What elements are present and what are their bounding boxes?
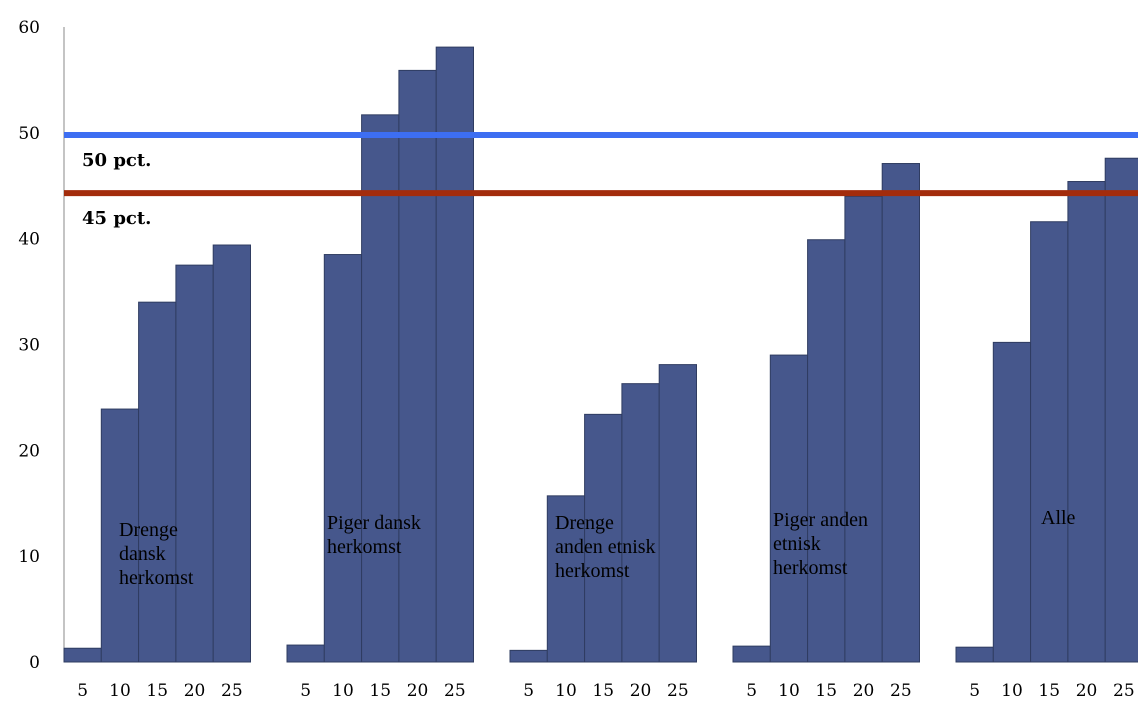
bar bbox=[955, 646, 994, 663]
y-axis-ticks: 0 10 20 30 40 50 60 bbox=[18, 18, 40, 673]
x-tick-label: 15 bbox=[592, 681, 614, 701]
group-label-line: Drenge bbox=[555, 512, 614, 534]
x-tick-label: 25 bbox=[667, 681, 689, 701]
group-label-line: Alle bbox=[1041, 507, 1076, 529]
x-tick-label: 5 bbox=[746, 681, 757, 701]
x-tick-label: 25 bbox=[1113, 681, 1135, 701]
bar bbox=[398, 69, 437, 663]
bar bbox=[435, 46, 475, 663]
x-tick-label: 5 bbox=[523, 681, 534, 701]
group-label-line: Piger anden bbox=[773, 509, 868, 531]
x-tick-label: 15 bbox=[815, 681, 837, 701]
y-tick-label: 20 bbox=[18, 441, 40, 461]
group-label: Drenge anden etnisk herkomst bbox=[555, 512, 656, 582]
x-tick-label: 5 bbox=[300, 681, 311, 701]
bar bbox=[658, 364, 698, 663]
x-tick-label: 10 bbox=[332, 681, 354, 701]
y-tick-label: 40 bbox=[18, 230, 40, 250]
bar bbox=[286, 644, 325, 663]
x-tick-label: 10 bbox=[109, 681, 131, 701]
bar bbox=[844, 195, 883, 663]
x-tick-label: 20 bbox=[407, 681, 429, 701]
group-label-line: Piger dansk bbox=[327, 512, 421, 534]
bar bbox=[1104, 157, 1138, 663]
y-tick-label: 10 bbox=[18, 547, 40, 567]
x-tick-label: 5 bbox=[969, 681, 980, 701]
group-label-line: herkomst bbox=[119, 567, 194, 589]
group-label: Drenge dansk herkomst bbox=[119, 519, 194, 589]
x-tick-label: 20 bbox=[853, 681, 875, 701]
bar bbox=[1067, 181, 1106, 663]
y-tick-label: 30 bbox=[18, 336, 40, 356]
bar bbox=[323, 254, 363, 663]
x-tick-label: 10 bbox=[1001, 681, 1023, 701]
reference-line-label: 45 pct. bbox=[82, 208, 151, 229]
bar bbox=[769, 354, 809, 663]
bar bbox=[992, 341, 1032, 663]
x-tick-label: 15 bbox=[146, 681, 168, 701]
x-tick-label: 10 bbox=[555, 681, 577, 701]
bar bbox=[138, 301, 177, 663]
bar bbox=[175, 264, 214, 663]
bar bbox=[63, 647, 102, 663]
group-label-line: anden etnisk bbox=[555, 536, 656, 558]
x-tick-label: 15 bbox=[369, 681, 391, 701]
group-label-line: Drenge bbox=[119, 519, 178, 541]
group-label: Alle bbox=[1041, 507, 1076, 529]
bar bbox=[732, 645, 771, 663]
reference-line-label: 50 pct. bbox=[82, 150, 151, 171]
group-label: Piger anden etnisk herkomst bbox=[773, 509, 868, 579]
bar bbox=[1030, 221, 1069, 663]
bars bbox=[63, 46, 1138, 663]
x-tick-label: 10 bbox=[778, 681, 800, 701]
bar bbox=[212, 244, 251, 663]
x-tick-label: 25 bbox=[890, 681, 912, 701]
bar bbox=[361, 114, 400, 663]
bar bbox=[100, 408, 140, 663]
x-tick-label: 25 bbox=[444, 681, 466, 701]
bar bbox=[881, 163, 921, 663]
group-label-line: herkomst bbox=[327, 536, 402, 558]
reference-lines: 50 pct. 45 pct. bbox=[64, 131, 1138, 229]
x-tick-label: 20 bbox=[184, 681, 206, 701]
y-tick-label: 50 bbox=[18, 124, 40, 144]
x-tick-label: 20 bbox=[630, 681, 652, 701]
x-axis-ticks: 5 10 15 20 25 5 10 15 20 25 5 10 15 20 25 5 10 15 20 25 5 10 1… bbox=[77, 681, 1134, 701]
x-tick-label: 5 bbox=[77, 681, 88, 701]
group-label-line: herkomst bbox=[555, 560, 630, 582]
bar bbox=[509, 649, 548, 663]
group-label-line: dansk bbox=[119, 543, 166, 565]
x-tick-label: 25 bbox=[221, 681, 243, 701]
y-tick-label: 60 bbox=[18, 18, 40, 38]
group-label-line: etnisk bbox=[773, 533, 821, 555]
y-tick-label: 0 bbox=[29, 653, 40, 673]
bar bbox=[621, 383, 660, 663]
x-tick-label: 15 bbox=[1038, 681, 1060, 701]
group-label: Piger dansk herkomst bbox=[327, 512, 421, 558]
bar bbox=[807, 239, 846, 663]
x-tick-label: 20 bbox=[1076, 681, 1098, 701]
bar bbox=[584, 413, 623, 663]
group-label-line: herkomst bbox=[773, 557, 848, 579]
